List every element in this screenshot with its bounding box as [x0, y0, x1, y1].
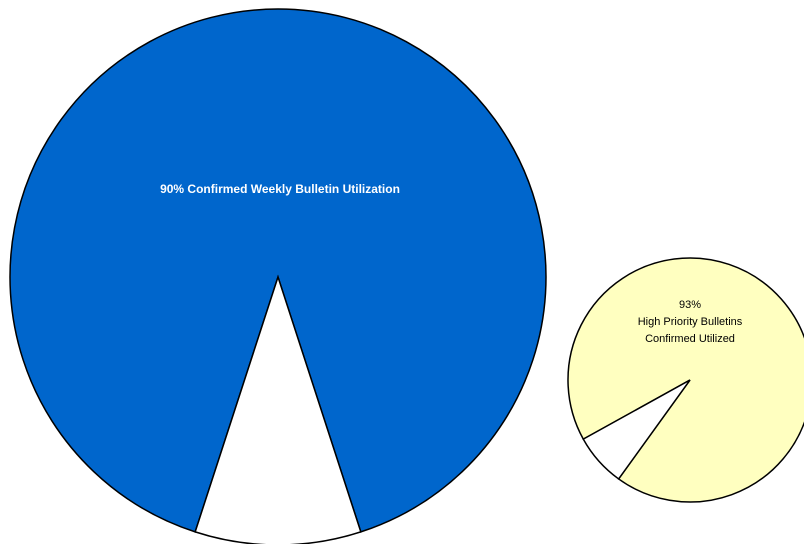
slice-label-line: Confirmed Utilized [645, 333, 735, 345]
slice-label-line: 93% [679, 299, 701, 311]
slice-label-line: High Priority Bulletins [638, 316, 743, 328]
slice-label: 93% High Priority Bulletins Confirmed Util… [638, 299, 743, 345]
pie-slice [194, 274, 362, 544]
pie-slice [9, 8, 547, 533]
pie-slice [567, 257, 804, 503]
pie-slice [582, 379, 691, 480]
slice-label: 90% Confirmed Weekly Bulletin Utilizatio… [160, 182, 400, 196]
